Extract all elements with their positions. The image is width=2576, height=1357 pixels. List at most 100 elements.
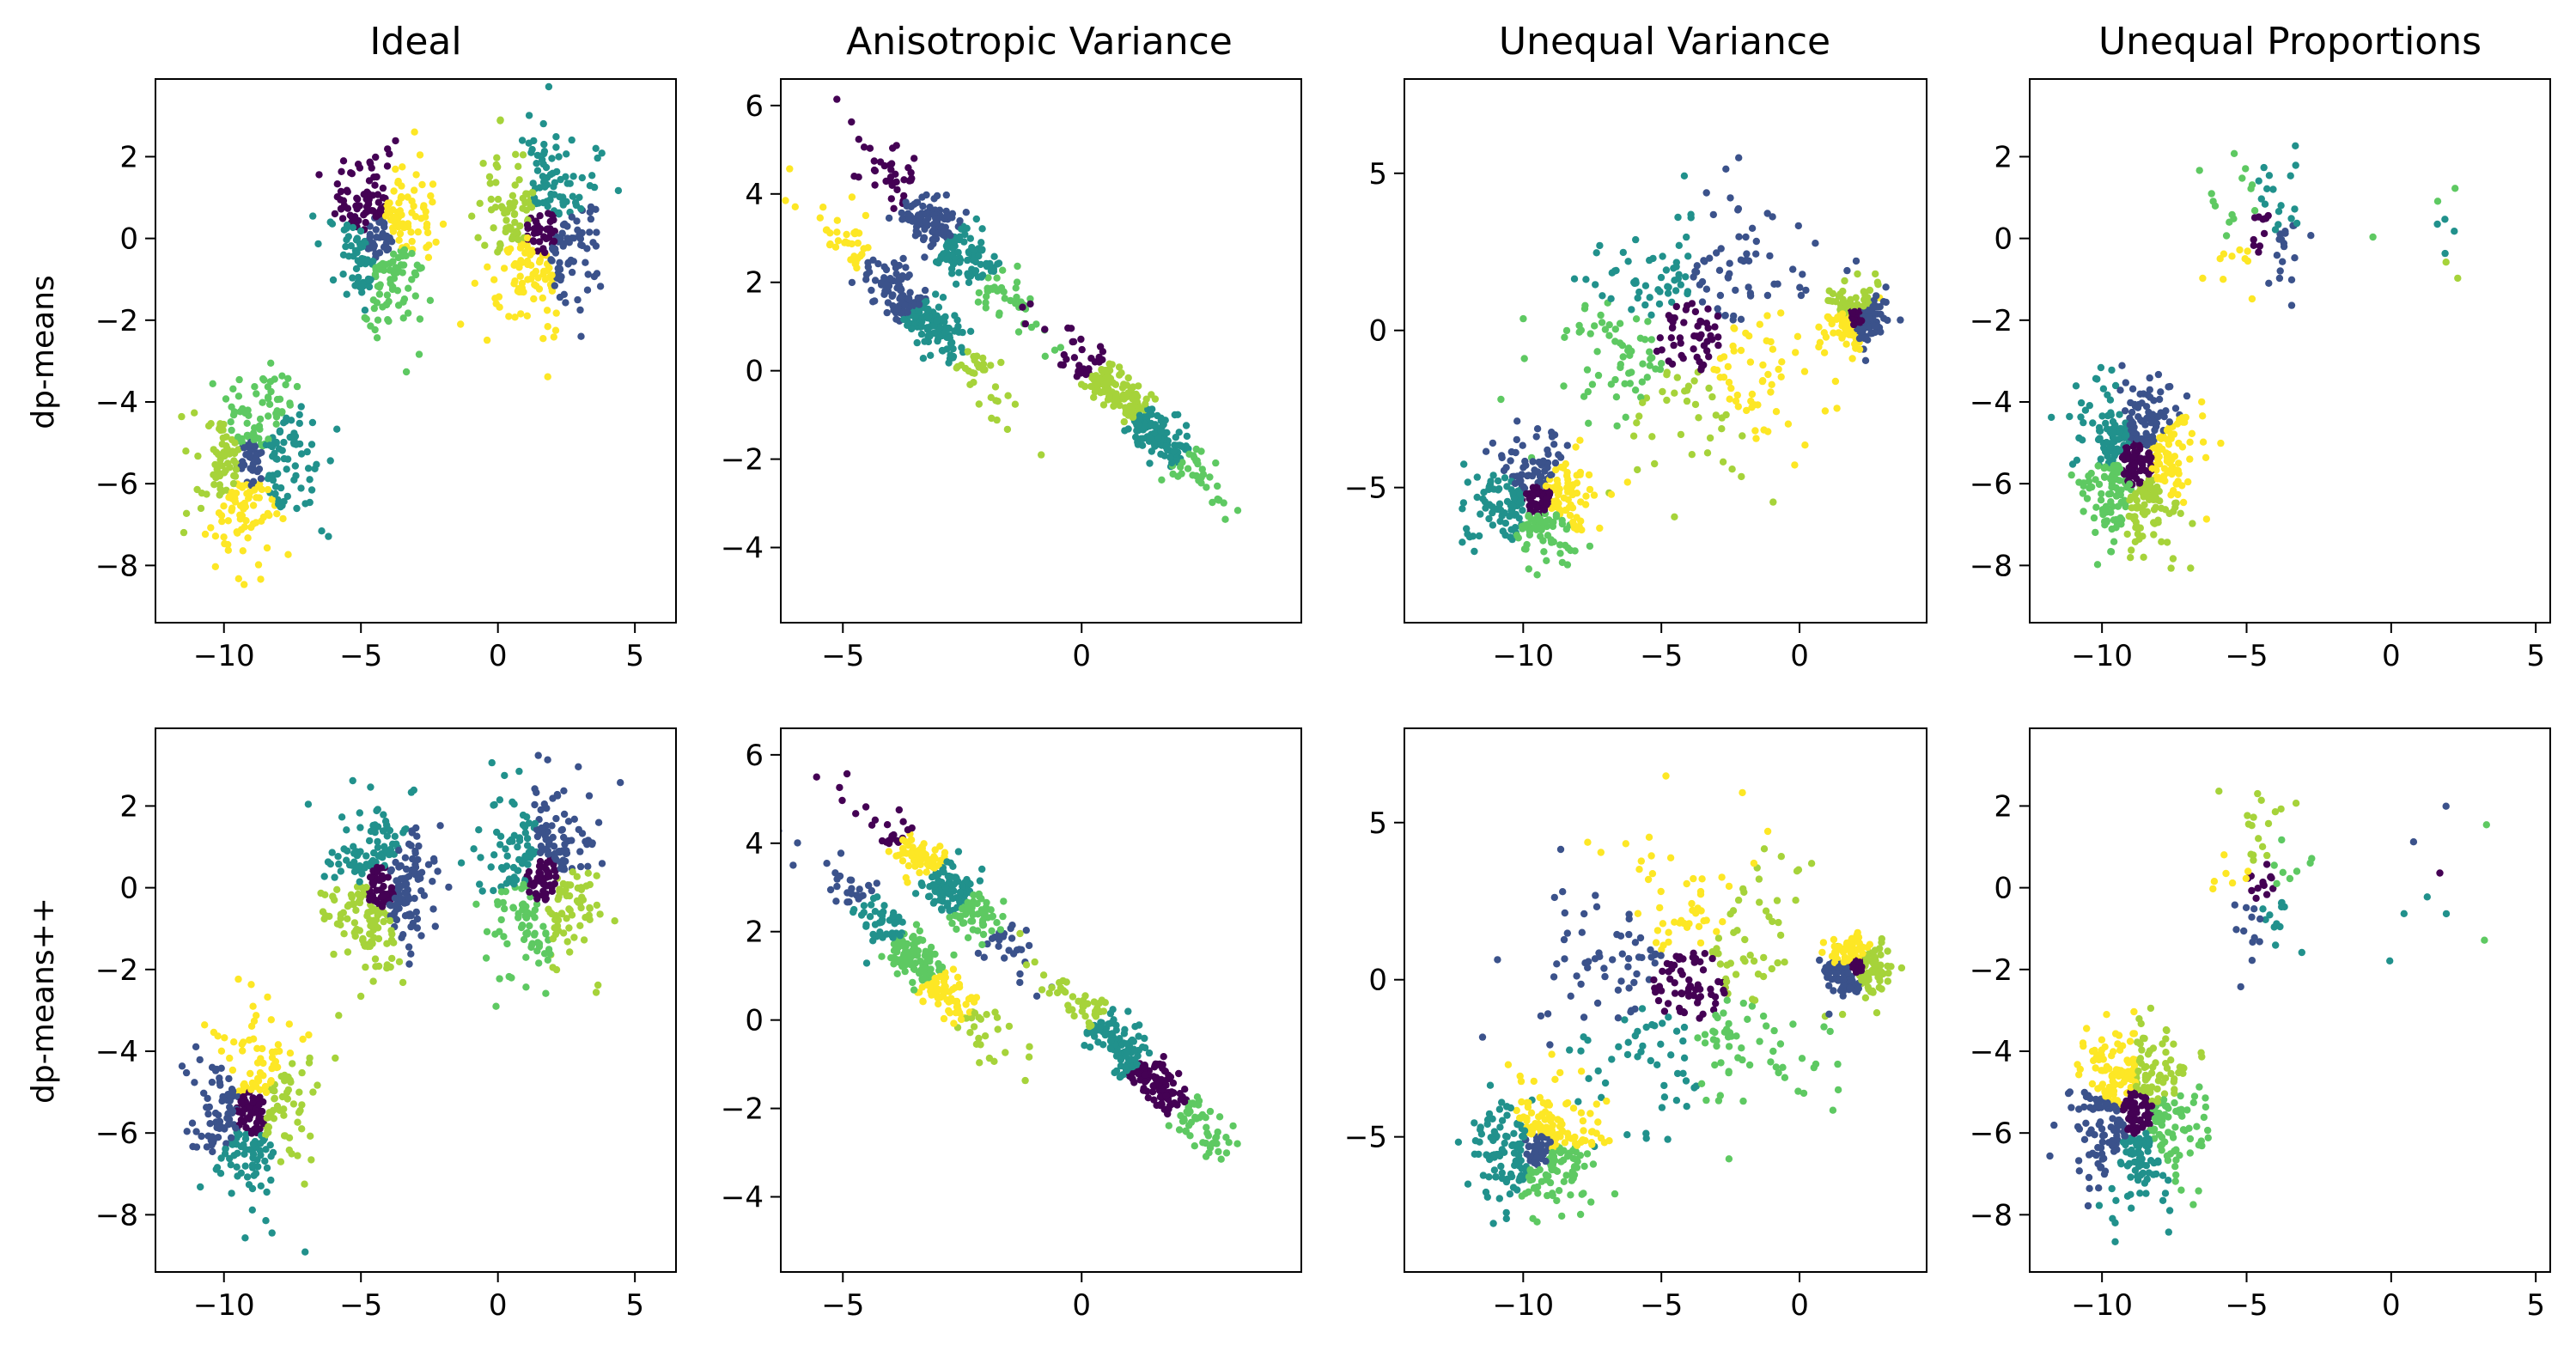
scatter-point [869, 930, 877, 939]
scatter-point [238, 484, 247, 491]
scatter-point [1613, 422, 1621, 430]
scatter-point [1668, 298, 1676, 306]
scatter-point [967, 899, 975, 907]
scatter-point [2088, 483, 2096, 491]
scatter-point [380, 917, 387, 926]
scatter-point [977, 260, 984, 269]
scatter-point [2150, 444, 2159, 452]
scatter-point [416, 151, 424, 159]
scatter-point [276, 428, 284, 436]
scatter-point [949, 965, 958, 973]
scatter-point [409, 855, 417, 863]
scatter-point [1704, 305, 1712, 313]
scatter-point [535, 959, 543, 967]
scatter-point [2150, 531, 2158, 539]
scatter-point [1212, 459, 1220, 467]
scatter-point [2097, 496, 2105, 504]
scatter-point [1184, 1122, 1193, 1129]
scatter-point [1623, 478, 1632, 486]
scatter-point [280, 1111, 288, 1119]
scatter-point [265, 441, 274, 449]
scatter-point [935, 877, 942, 885]
scatter-point [563, 915, 570, 922]
scatter-point [216, 1081, 224, 1089]
scatter-point [912, 921, 921, 928]
scatter-point [373, 234, 381, 241]
scatter-point [1700, 361, 1708, 369]
scatter-point [794, 839, 801, 847]
scatter-point [411, 128, 418, 136]
scatter-point [2433, 220, 2441, 228]
scatter-point [285, 1020, 293, 1028]
scatter-point [2116, 386, 2124, 394]
scatter-point [248, 1079, 257, 1087]
scatter-point [1687, 210, 1695, 218]
scatter-point [240, 501, 247, 509]
scatter-point [517, 310, 525, 318]
scatter-point [350, 901, 357, 909]
scatter-point [551, 191, 558, 198]
scatter-point [1571, 547, 1579, 555]
scatter-point [1475, 532, 1483, 540]
scatter-point [256, 415, 265, 423]
scatter-point [2167, 429, 2175, 438]
scatter-point [358, 289, 366, 296]
scatter-point [1752, 237, 1760, 246]
scatter-point [981, 1032, 990, 1040]
scatter-point [216, 1117, 224, 1126]
scatter-point [1012, 284, 1020, 292]
scatter-point [983, 293, 990, 301]
scatter-point [953, 364, 960, 372]
scatter-point [2228, 253, 2236, 260]
scatter-point [395, 236, 403, 244]
scatter-point [1081, 1042, 1088, 1050]
scatter-point [2157, 388, 2165, 396]
scatter-point [563, 938, 571, 946]
scatter-point [2275, 208, 2283, 216]
scatter-point [251, 442, 259, 450]
scatter-point [298, 1068, 306, 1077]
scatter-point [559, 929, 568, 937]
scatter-point [1552, 511, 1561, 519]
scatter-point [936, 993, 944, 1001]
scatter-point [1027, 323, 1036, 332]
scatter-point [384, 199, 392, 207]
scatter-point [988, 927, 996, 935]
scatter-point [340, 930, 348, 938]
scatter-point [594, 154, 601, 162]
scatter-point [1743, 256, 1751, 264]
scatter-point [555, 153, 563, 161]
scatter-point [2102, 504, 2110, 513]
scatter-point [2130, 515, 2138, 523]
scatter-point [259, 1137, 267, 1145]
scatter-point [1008, 934, 1016, 942]
scatter-point [993, 919, 1001, 927]
scatter-point [389, 258, 397, 265]
scatter-point [228, 1087, 237, 1095]
scatter-point [356, 824, 364, 831]
scatter-point [879, 279, 887, 288]
scatter-point [364, 198, 372, 206]
scatter-point [552, 143, 560, 151]
scatter-point [911, 890, 920, 898]
scatter-point [502, 224, 510, 232]
scatter-point [1611, 375, 1619, 384]
scatter-point [1085, 365, 1093, 373]
scatter-point [539, 922, 547, 930]
scatter-point [970, 246, 977, 253]
scatter-point [1691, 267, 1699, 276]
scatter-point [259, 399, 266, 406]
scatter-point [1057, 361, 1065, 368]
scatter-point [291, 462, 299, 470]
scatter-point [870, 157, 878, 165]
scatter-point [936, 963, 944, 971]
scatter-point [1794, 222, 1802, 230]
scatter-point [339, 197, 348, 204]
scatter-point [515, 235, 522, 244]
scatter-point [392, 137, 399, 145]
scatter-point [2121, 407, 2129, 415]
scatter-point [617, 779, 624, 787]
scatter-point [1682, 306, 1690, 313]
scatter-point [217, 1064, 225, 1073]
scatter-point [429, 877, 436, 885]
